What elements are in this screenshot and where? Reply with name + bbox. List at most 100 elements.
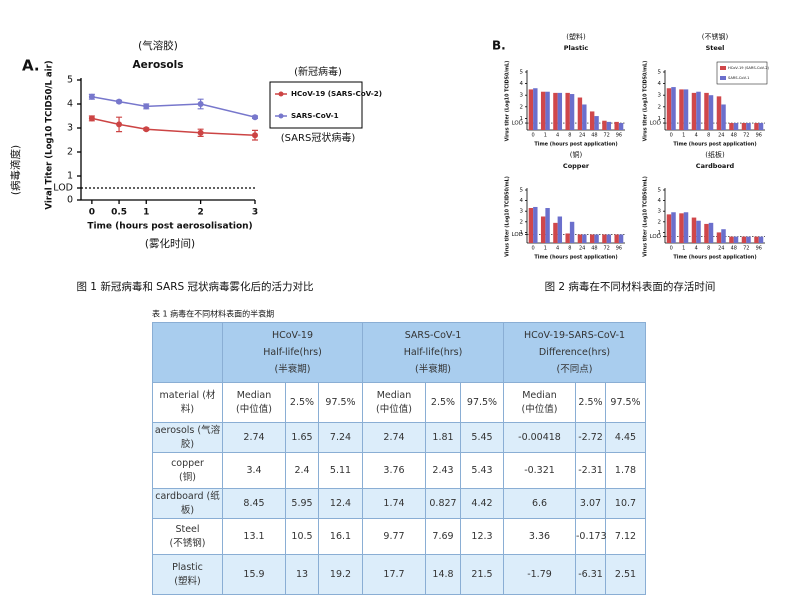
subheader-cell: 97.5% [460, 382, 504, 423]
x-tick-label: 24 [579, 133, 585, 139]
cell-text: cardboard (纸板) [155, 490, 220, 516]
bar [696, 91, 701, 130]
cell-text: -0.00418 [518, 431, 561, 443]
table-cell: 2.74 [362, 422, 426, 453]
cell-text: 1.65 [291, 431, 313, 443]
legend-label: HCoV-19 (SARS-CoV-2) [291, 89, 382, 98]
table-cell: 1.81 [425, 422, 461, 453]
panel-label: A. [22, 57, 40, 75]
table-cell: 17.7 [362, 554, 426, 595]
cell-text: material (材料) [159, 389, 216, 415]
y-tick-label: 4 [520, 81, 524, 87]
cell-text: Difference(hrs) [538, 346, 611, 358]
cell-text: 7.12 [614, 530, 637, 542]
cell-text: (不同点) [556, 363, 593, 375]
bar [729, 123, 734, 130]
legend-box [269, 81, 363, 129]
chart-title: Aerosols [133, 59, 184, 71]
x-tick-label: 4 [695, 133, 698, 139]
bar [606, 121, 612, 130]
y-axis-label: Virus titer (Log10 TCID50/mL) [643, 176, 649, 257]
cell-text: 13 [295, 568, 309, 580]
header-cell [152, 322, 223, 383]
x-axis-label: Time (hours post application) [673, 142, 756, 148]
bar [577, 234, 583, 243]
bar [540, 91, 546, 130]
cell-text: 7.69 [432, 530, 454, 542]
table-cell: 19.2 [318, 554, 363, 595]
table-cell: -0.321 [503, 452, 576, 489]
chart-title: Plastic [564, 44, 589, 52]
table-cell: 14.8 [425, 554, 461, 595]
bar [565, 233, 570, 243]
legend-label: HCoV-19 (SARS-CoV-2) [728, 66, 769, 70]
data-point [116, 98, 123, 105]
bar [618, 234, 624, 243]
table-title: 表 1 病毒在不同材料表面的半衰期 [152, 309, 274, 319]
bar [754, 236, 759, 243]
y-tick-label: 3 [520, 93, 524, 99]
y-tick-label: 2 [658, 219, 662, 225]
x-tick-label: 48 [731, 246, 737, 252]
x-tick-label: 72 [603, 246, 609, 252]
bar [589, 111, 595, 130]
chart-title: Copper [563, 162, 590, 170]
bar [741, 236, 747, 243]
bar [594, 116, 599, 130]
cell-text: 97.5% [325, 396, 356, 408]
cell-text: 10.5 [291, 530, 313, 542]
cell-text: 4.42 [471, 497, 493, 509]
group-header: SARS-CoV-1 Half-life(hrs) (半衰期) [362, 322, 504, 383]
row-label: aerosols (气溶胶) [152, 422, 223, 453]
subheader-cell: Median (中位值) [503, 382, 576, 423]
x-tick-label: 48 [591, 133, 597, 139]
bar [708, 222, 714, 243]
bar [594, 234, 599, 243]
table-cell: 1.78 [604, 452, 647, 489]
chart-title: Steel [706, 44, 725, 52]
cell-text: 13.1 [243, 530, 265, 542]
cell-text: 7.24 [329, 431, 352, 443]
cell-text: Median [376, 389, 412, 401]
x-tick-label: 96 [616, 246, 622, 252]
table-cell: 13.1 [222, 518, 286, 555]
y-tick-label: 0 [67, 195, 73, 206]
x-axis-label: Time (hours post application) [534, 255, 617, 261]
y-tick-label: 2 [520, 219, 524, 225]
x-tick-label: 72 [743, 133, 749, 139]
table-cell: -0.173 [575, 518, 607, 555]
x-tick-label: 1 [682, 133, 685, 139]
cell-text: Median [236, 389, 272, 401]
table-cell: 12.4 [318, 488, 363, 519]
data-point [252, 132, 258, 139]
cell-text: 5.11 [329, 464, 352, 476]
cell-text: 1.74 [383, 497, 405, 509]
cell-text: 2.5% [289, 396, 315, 408]
legend-note: (新冠病毒) [294, 65, 342, 78]
table-cell: -1.79 [503, 554, 576, 595]
y-tick-label: 5 [520, 70, 524, 76]
bar [545, 208, 550, 243]
table-cell: 3.4 [222, 452, 286, 489]
row-label: Steel (不锈钢) [152, 518, 223, 555]
cell-text: 3.4 [246, 464, 262, 476]
cell-text: (半衰期) [274, 363, 311, 375]
x-tick-label: 8 [568, 133, 571, 139]
table-cell: 7.24 [318, 422, 363, 453]
bar [671, 87, 676, 130]
table-cell: 5.43 [460, 452, 504, 489]
cell-text: 2.74 [243, 431, 265, 443]
cell-text: 5.43 [471, 464, 493, 476]
y-tick-label: 2 [658, 104, 662, 110]
bar [721, 229, 726, 243]
y-tick-label: 1 [658, 230, 662, 236]
bar [679, 89, 684, 130]
legend-swatch [720, 66, 726, 70]
x-tick-label: 0 [89, 208, 95, 218]
table-row: cardboard (纸板) 8.45 5.95 12.4 1.74 0.827 4.42 6… [152, 488, 647, 519]
y-axis-label: Virus titer (Log10 TCID50/mL) [505, 61, 511, 142]
cell-text: 5.45 [471, 431, 493, 443]
x-axis-label: Time (hours post aerosolisation) [87, 222, 252, 232]
table-cell: 10.7 [604, 488, 647, 519]
header-row: HCoV-19 Half-life(hrs) (半衰期) SARS-CoV-1 Half… [152, 322, 647, 383]
